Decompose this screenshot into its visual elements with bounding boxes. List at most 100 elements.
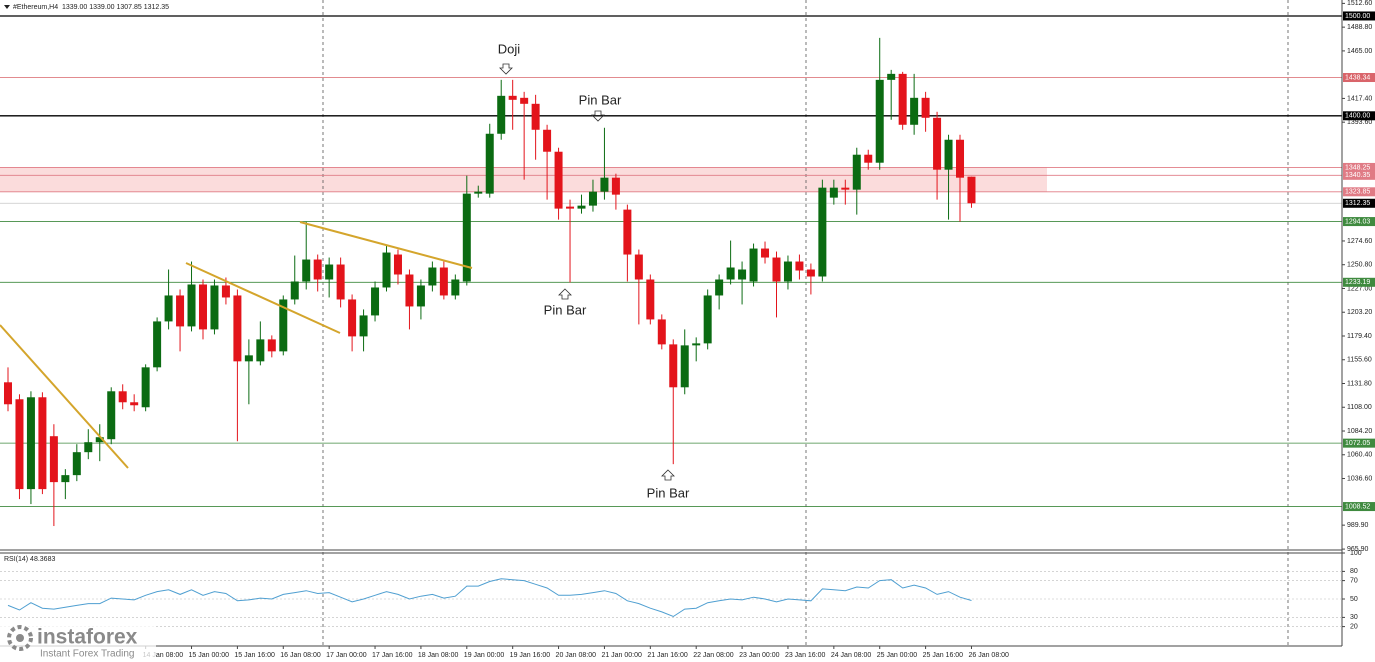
zone xyxy=(0,167,1047,192)
x-tick-label: 22 Jan 08:00 xyxy=(693,652,734,659)
y-tick-label: 1179.40 xyxy=(1347,333,1372,340)
candle-body xyxy=(944,139,953,170)
candle-body xyxy=(875,79,884,163)
candle-body xyxy=(520,97,529,104)
trendline xyxy=(0,324,129,469)
candle-body xyxy=(600,177,609,192)
candle-body xyxy=(428,267,437,286)
candle-body xyxy=(898,73,907,125)
candle-body xyxy=(657,319,666,345)
candle-body xyxy=(382,252,391,288)
candle-body xyxy=(806,269,815,277)
candle-body xyxy=(715,279,724,296)
trendline xyxy=(299,221,473,269)
candle-body xyxy=(359,315,368,337)
candle-body xyxy=(107,391,116,440)
candle-body xyxy=(290,281,299,300)
x-tick-label: 17 Jan 16:00 xyxy=(372,652,413,659)
x-tick-label: 14 Jan 08:00 xyxy=(143,652,184,659)
ohlc-info: 1339.00 1339.00 1307.85 1312.35 xyxy=(62,4,169,11)
candle-body xyxy=(256,339,265,362)
rsi-layer xyxy=(0,571,1342,627)
level-badge xyxy=(1343,170,1375,180)
y-tick-label: 1465.00 xyxy=(1347,48,1372,55)
level-label: 1348.25 xyxy=(1345,164,1370,171)
level-badge xyxy=(1343,162,1375,172)
candle-body xyxy=(577,205,586,209)
x-tick-label: 18 Jan 08:00 xyxy=(418,652,459,659)
candle-body xyxy=(153,321,162,368)
candle-body xyxy=(795,261,804,271)
y-tick-label: 965.90 xyxy=(1347,546,1369,553)
candle-body xyxy=(967,176,976,204)
candle-body xyxy=(371,287,380,316)
candle-body xyxy=(38,397,47,490)
candle-body xyxy=(416,285,425,307)
candle-body xyxy=(772,257,781,282)
arrow-down xyxy=(591,110,605,122)
level-label: 1438.34 xyxy=(1345,74,1370,81)
y-tick-label: 1393.60 xyxy=(1347,119,1372,126)
candle-body xyxy=(474,191,483,194)
logo-icon xyxy=(16,634,24,642)
level-badge xyxy=(1343,217,1375,227)
candle-body xyxy=(279,299,288,352)
candle-body xyxy=(887,73,896,80)
candle-body xyxy=(829,187,838,198)
candle-body xyxy=(49,436,58,483)
x-tick-label: 25 Jan 00:00 xyxy=(877,652,918,659)
level-layer xyxy=(0,15,1342,507)
level-badge xyxy=(1343,198,1375,208)
candle-body xyxy=(198,284,207,330)
y-tick-label: 1274.60 xyxy=(1347,238,1372,245)
level-badge xyxy=(1343,277,1375,287)
y-tick-label: 1203.20 xyxy=(1347,309,1372,316)
candle-body xyxy=(118,391,127,403)
annotation: Pin Bar xyxy=(544,302,587,317)
x-tick-label: 19 Jan 00:00 xyxy=(464,652,505,659)
y-tick-label: 1417.40 xyxy=(1347,95,1372,102)
candle-body xyxy=(15,399,24,490)
y-tick-label: 1036.60 xyxy=(1347,475,1372,482)
x-tick-label: 23 Jan 16:00 xyxy=(785,652,826,659)
symbol: #Ethereum,H4 xyxy=(13,4,58,11)
x-tick-label: 17 Jan 00:00 xyxy=(326,652,367,659)
candle-body xyxy=(910,97,919,125)
candle-body xyxy=(485,133,494,194)
annotation: Pin Bar xyxy=(647,485,690,500)
candle-body xyxy=(141,367,150,408)
level-label: 1400.00 xyxy=(1345,113,1370,120)
candle-body xyxy=(543,129,552,152)
arrow-up xyxy=(661,469,675,481)
level-label: 1312.35 xyxy=(1345,200,1370,207)
candle-body xyxy=(4,382,12,405)
level-label: 1008.52 xyxy=(1345,503,1370,510)
level-badge xyxy=(1343,111,1375,121)
zone-layer xyxy=(0,167,1047,192)
logo-name: instaforex xyxy=(37,626,138,649)
candle-body xyxy=(164,295,173,322)
level-badge xyxy=(1343,73,1375,83)
level-label: 1500.00 xyxy=(1345,13,1370,20)
y-tick-label: 1512.60 xyxy=(1347,0,1372,7)
y-tick-label: 70 xyxy=(1350,577,1358,584)
candle-body xyxy=(669,344,678,388)
level-badge xyxy=(1343,438,1375,448)
candle-body xyxy=(72,452,81,476)
x-tick-label: 19 Jan 16:00 xyxy=(510,652,551,659)
rsi-line xyxy=(7,578,972,618)
candle-body xyxy=(680,345,689,388)
candle-body xyxy=(531,103,540,130)
candle-body xyxy=(749,248,758,282)
trendline xyxy=(185,262,341,334)
candle-body xyxy=(130,402,139,406)
candle-body xyxy=(233,295,242,362)
candle-body xyxy=(439,267,448,296)
candle-body xyxy=(623,209,632,255)
candle-body xyxy=(336,264,345,300)
logo-tagline: Instant Forex Trading xyxy=(40,649,135,660)
y-tick-label: 1084.20 xyxy=(1347,428,1372,435)
candle-body xyxy=(703,295,712,344)
candle-body xyxy=(554,151,563,209)
